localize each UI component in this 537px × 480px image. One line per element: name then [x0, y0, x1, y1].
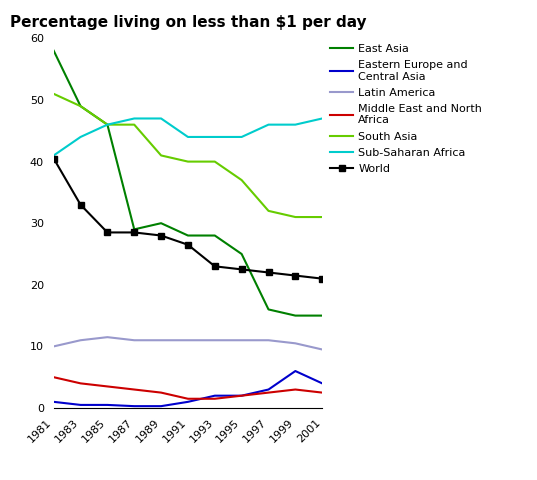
Legend: East Asia, Eastern Europe and
Central Asia, Latin America, Middle East and North: East Asia, Eastern Europe and Central As…: [330, 44, 482, 174]
Title: Percentage living on less than $1 per day: Percentage living on less than $1 per da…: [10, 15, 366, 30]
